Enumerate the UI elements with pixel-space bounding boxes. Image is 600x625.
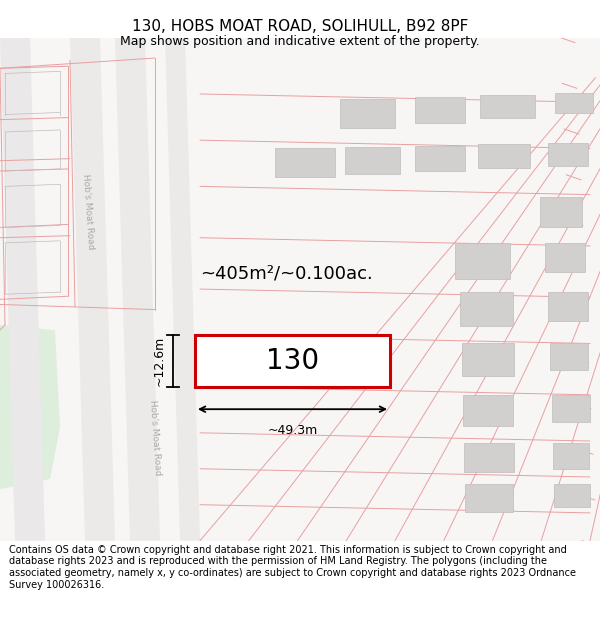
Text: ~12.6m: ~12.6m [153, 336, 166, 386]
Text: 130, HOBS MOAT ROAD, SOLIHULL, B92 8PF: 130, HOBS MOAT ROAD, SOLIHULL, B92 8PF [132, 19, 468, 34]
Bar [460, 292, 513, 326]
Polygon shape [0, 38, 45, 541]
Bar [275, 148, 335, 177]
Bar [552, 395, 590, 421]
Bar [545, 243, 585, 272]
Bar [195, 335, 390, 387]
Bar [478, 144, 530, 168]
Bar [554, 484, 590, 507]
Text: ~49.3m: ~49.3m [268, 424, 317, 437]
Bar [462, 344, 514, 376]
Bar [540, 197, 582, 228]
Bar [548, 143, 588, 166]
Bar [455, 243, 510, 279]
Polygon shape [115, 38, 160, 541]
Bar [345, 148, 400, 174]
Bar [415, 146, 465, 171]
Polygon shape [0, 325, 60, 489]
Bar [550, 344, 588, 370]
Bar [463, 395, 513, 426]
Bar [553, 443, 589, 469]
Text: Map shows position and indicative extent of the property.: Map shows position and indicative extent… [120, 35, 480, 48]
Polygon shape [165, 38, 200, 541]
Text: 130: 130 [266, 347, 319, 375]
Bar [480, 95, 535, 118]
Bar [340, 99, 395, 128]
Bar [464, 443, 514, 472]
Text: ~405m²/~0.100ac.: ~405m²/~0.100ac. [200, 264, 373, 282]
Bar [555, 93, 593, 114]
Polygon shape [70, 38, 115, 541]
Text: Hob's Moat Road: Hob's Moat Road [81, 174, 95, 250]
Text: Hob's Moat Road: Hob's Moat Road [148, 400, 162, 476]
Bar [548, 292, 588, 321]
Bar [415, 97, 465, 122]
Bar [465, 484, 513, 512]
Text: Contains OS data © Crown copyright and database right 2021. This information is : Contains OS data © Crown copyright and d… [9, 545, 576, 589]
